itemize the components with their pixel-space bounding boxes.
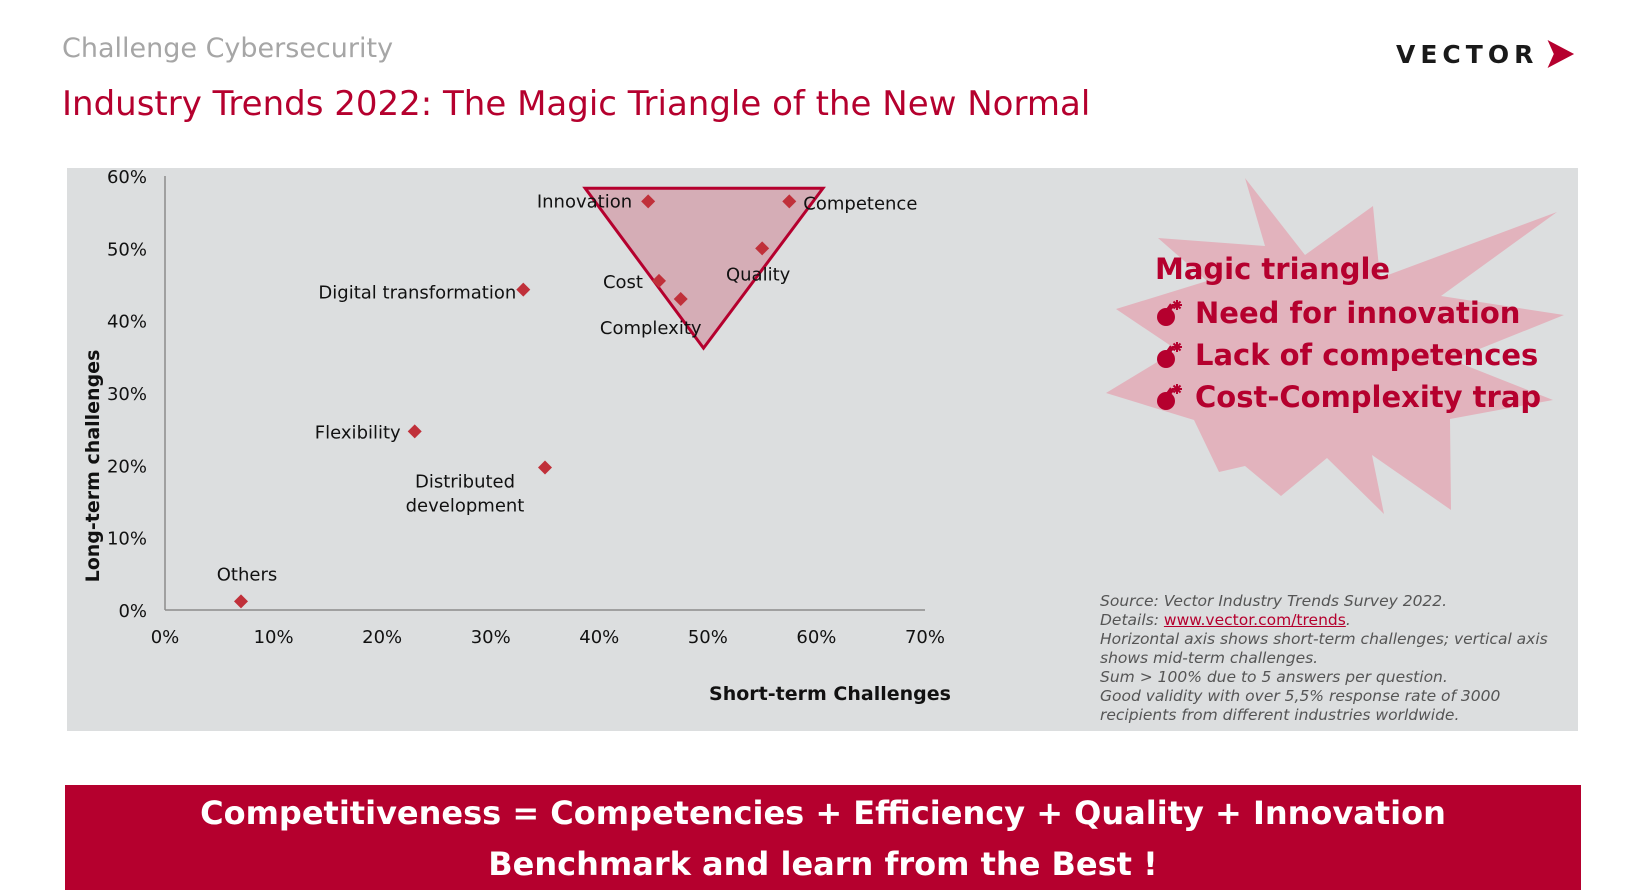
data-point-label-line: Distributed (415, 472, 515, 493)
callout-title: Magic triangle (1155, 252, 1391, 286)
callout-item: Need for innovation (1155, 292, 1541, 334)
source-line: Sum > 100% due to 5 answers per question… (1100, 668, 1448, 686)
data-point-marker (652, 273, 666, 288)
data-point-marker (234, 594, 248, 609)
callout-list: Need for innovation Lack of competences … (1155, 292, 1541, 418)
data-point-label: Others (217, 564, 278, 585)
data-point-marker (641, 194, 656, 209)
data-point-label-line: development (406, 496, 525, 517)
chart-axes: 0% 10% 20% 30% 40% 50% 60% 70% 0% 10% 20% 30% 40% 50%… (107, 168, 945, 648)
y-tick-label: 10% (107, 529, 147, 550)
callout-item-text: Cost-Complexity trap (1195, 380, 1542, 414)
data-point-marker (516, 282, 531, 297)
y-tick-label: 0% (118, 601, 147, 622)
logo-chevron-icon (1547, 39, 1575, 69)
logo-text: VECTOR (1396, 39, 1539, 69)
bomb-icon (1157, 300, 1182, 326)
vector-logo: VECTOR (1396, 32, 1576, 76)
banner-line-1: Competitiveness = Competencies + Efficie… (200, 794, 1446, 832)
scatter-chart: 0% 10% 20% 30% 40% 50% 60% 70% 0% 10% 20% 30% 40% 50%… (82, 168, 1564, 705)
source-notes: Source: Vector Industry Trends Survey 20… (1100, 592, 1570, 725)
starburst-shape (1106, 178, 1564, 514)
chart-panel: 0% 10% 20% 30% 40% 50% 60% 70% 0% 10% 20% 30% 40% 50%… (67, 168, 1578, 731)
callout-item-text: Need for innovation (1195, 296, 1521, 330)
data-point-label: Distributed development (406, 472, 525, 517)
x-tick-label: 60% (796, 627, 836, 648)
x-tick-label: 0% (151, 627, 180, 648)
x-tick-label: 50% (688, 627, 728, 648)
data-point-label: Quality (726, 264, 791, 285)
x-tick-label: 40% (579, 627, 619, 648)
details-link[interactable]: www.vector.com/trends (1163, 611, 1346, 629)
source-details: Details: www.vector.com/trends. (1100, 611, 1570, 630)
x-tick-label: 30% (471, 627, 511, 648)
y-axis-label: Long-term challenges (82, 350, 104, 583)
bomb-icon (1157, 384, 1182, 410)
magic-triangle (582, 186, 826, 351)
page-title: Industry Trends 2022: The Magic Triangle… (62, 84, 1091, 124)
x-tick-label: 20% (362, 627, 402, 648)
bottom-banner: Competitiveness = Competencies + Efficie… (65, 785, 1581, 890)
banner-line-2: Benchmark and learn from the Best ! (488, 845, 1158, 883)
data-point-marker (673, 291, 688, 306)
details-prefix: Details: (1100, 611, 1164, 629)
x-tick-label: 10% (254, 627, 294, 648)
source-line: Good validity with over 5,5% response ra… (1100, 687, 1501, 724)
data-points-layer: Innovation Competence Quality Cost Complexit… (217, 191, 917, 609)
y-tick-label: 60% (107, 168, 147, 188)
source-line: Horizontal axis shows short-term challen… (1100, 630, 1548, 667)
data-point-marker (782, 194, 797, 209)
data-point-label: Digital transformation (318, 283, 516, 304)
callout-item-text: Lack of competences (1195, 338, 1539, 372)
data-point-marker (407, 424, 422, 439)
header-subtitle: Challenge Cybersecurity (62, 33, 394, 64)
data-point-label: Complexity (600, 318, 702, 339)
magic-triangle-layer (582, 186, 826, 351)
x-tick-label: 70% (905, 627, 945, 648)
data-point-label: Cost (603, 272, 643, 293)
y-tick-label: 40% (107, 312, 147, 333)
data-point-label: Competence (803, 193, 917, 214)
y-tick-label: 20% (107, 456, 147, 477)
callout-item: Cost-Complexity trap (1155, 376, 1541, 418)
y-tick-label: 50% (107, 239, 147, 260)
source-line: Source: Vector Industry Trends Survey 20… (1100, 592, 1448, 610)
callout-item: Lack of competences (1155, 334, 1541, 376)
data-point-marker (538, 460, 552, 475)
details-suffix: . (1345, 611, 1351, 629)
data-point-label: Innovation (537, 191, 632, 212)
y-tick-label: 30% (107, 384, 147, 405)
x-axis-label: Short-term Challenges (709, 683, 951, 705)
data-point-label: Flexibility (315, 422, 401, 443)
bomb-icon (1157, 342, 1182, 368)
data-point-marker (755, 241, 770, 256)
